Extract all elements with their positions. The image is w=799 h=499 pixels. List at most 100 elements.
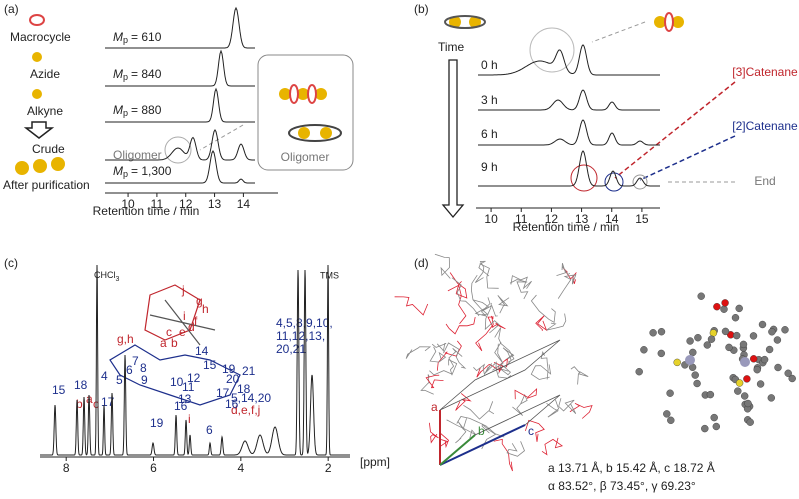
atom [712,422,720,431]
crystal-bond [451,277,480,317]
atom [740,357,750,367]
axis-letter: a [431,400,438,414]
x-tick-label: 12 [179,197,193,211]
structure-label: 15 [203,358,217,372]
x-tick-label: 4 [238,461,245,475]
crystal-bond [429,422,439,444]
crystal-bond [540,350,549,380]
x-tick-label: 8 [63,461,70,475]
x-tick-label: 14 [605,212,619,226]
atom [657,349,665,358]
crystal-bond [541,437,564,456]
axis-title: Retention time / min [93,204,200,218]
peak-label: 18 [74,378,88,392]
structure-label: h [202,302,209,316]
peak-label: 16 [174,399,188,413]
atom [686,337,694,345]
atom [667,416,675,424]
box [257,54,354,171]
crystal-bond [497,295,510,314]
crystal-bond [445,317,476,335]
structure-label: b [171,336,178,350]
atom [725,343,733,352]
x-tick-label: 13 [575,212,589,226]
atom [743,375,751,383]
solvent-label: CHCl3 [94,270,120,282]
structure-label: d [188,320,195,334]
x-tick-label: 12 [545,212,559,226]
structure-label: e [179,325,186,339]
crystal-bond [455,418,467,444]
crystal-bond [556,262,571,276]
crystal-bond [448,347,463,376]
peak-label: 19 [150,416,164,430]
trace [478,119,660,146]
atom [693,379,701,388]
atom [788,374,796,383]
atom [706,390,715,399]
atom [649,329,657,337]
x-tick-label: 2 [325,461,332,475]
atom [767,394,775,402]
atom [657,328,666,336]
icon [29,14,45,26]
mp-label: Mp = 880 [113,103,162,118]
crystal-bond [473,299,490,317]
x-tick-label: 11 [151,197,164,211]
trace [478,89,660,111]
structure-label: 7 [132,354,139,368]
crystal-bond [434,253,451,279]
atom [735,304,743,313]
box-label: Oligomer [281,150,330,164]
crystal-bond [473,363,493,376]
crystal-bond [446,419,477,439]
panel-label: (b) [414,2,429,16]
crystal-bond [476,364,499,378]
crystal-bond [546,313,567,331]
structure-label: 21 [242,364,256,378]
crystal-bond [431,342,447,352]
atom [741,392,749,400]
structure-label: 14 [195,344,209,358]
crystal-bond [481,423,497,450]
atom [731,314,740,322]
atom [734,387,742,395]
axis-letter: b [478,424,485,438]
axis-unit: [ppm] [360,455,390,469]
atom [735,379,744,387]
atom [707,335,716,343]
atom [721,299,729,307]
crystal-bond [535,315,548,332]
icon [32,52,42,62]
atom [756,380,765,388]
x-tick-label: 10 [121,197,135,211]
crystal-bond [438,432,449,449]
atom [685,355,695,365]
crystal-bond [470,274,489,315]
time-label: 0 h [481,58,498,72]
atom [784,369,792,377]
atom [733,331,741,340]
structure-label: 19 [222,362,236,376]
structure-label: 11 [182,380,195,394]
pointer [199,124,244,151]
atom [703,341,711,349]
atom [750,355,758,363]
trace [105,87,255,123]
crystal-bond [509,279,529,300]
crystal-bond [569,402,593,419]
panel-label: (a) [4,2,19,16]
structure-label: j [181,283,185,297]
x-tick-label: 10 [484,212,498,226]
atom [635,368,643,376]
structure-label: 6 [126,363,133,377]
crystal-bond [570,366,589,385]
peak-label: 15 [52,383,66,397]
trace [478,44,660,76]
axis-title: Retention time / min [513,220,620,234]
cell-parameters: a 13.71 Å, b 15.42 Å, c 18.72 Å [548,460,715,475]
crystal-bond [493,438,513,472]
axis-letter: c [528,424,534,438]
time-title: Time [438,40,465,54]
arrow [441,59,465,219]
